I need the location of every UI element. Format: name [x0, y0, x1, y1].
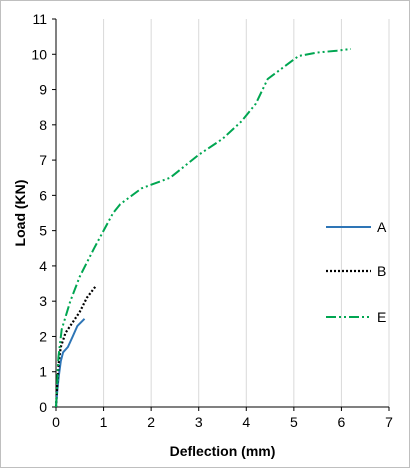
- y-tick-label: 4: [39, 258, 47, 274]
- x-tick-label: 1: [100, 414, 108, 430]
- y-tick-label: 0: [39, 399, 47, 415]
- y-tick-label: 5: [39, 223, 47, 239]
- y-axis-title: Load (KN): [12, 180, 28, 247]
- series-line-a: [55, 318, 86, 408]
- legend-label-b: B: [377, 263, 386, 279]
- y-tick-label: 9: [39, 82, 47, 98]
- y-tick-label: 6: [39, 187, 47, 203]
- y-tick-label: 7: [39, 152, 47, 168]
- series-line-e: [55, 48, 352, 408]
- x-tick-label: 3: [195, 414, 203, 430]
- y-tick-label: 1: [39, 364, 47, 380]
- x-tick-label: 0: [52, 414, 60, 430]
- x-tick-label: 4: [242, 414, 250, 430]
- legend: A B E: [326, 219, 387, 325]
- legend-label-a: A: [377, 219, 387, 235]
- y-tick-label: 3: [39, 293, 47, 309]
- x-axis-title: Deflection (mm): [170, 443, 276, 459]
- y-tick-label: 2: [39, 328, 47, 344]
- x-tick-label: 6: [338, 414, 346, 430]
- x-tick-label: 2: [147, 414, 155, 430]
- y-tick-label: 10: [31, 46, 47, 62]
- legend-label-e: E: [377, 309, 386, 325]
- axes: [52, 18, 390, 411]
- x-tick-label: 5: [290, 414, 298, 430]
- series-line-b: [54, 284, 98, 408]
- gridlines: [103, 19, 390, 407]
- y-tick-label: 8: [39, 117, 47, 133]
- series-lines: [54, 48, 352, 408]
- x-tick-label: 7: [385, 414, 393, 430]
- y-tick-label: 11: [32, 11, 47, 27]
- tick-labels: 0 1 2 3 4 5 6 7 0 1 2 3 4 5 6 7 8 9 10 11: [31, 11, 393, 430]
